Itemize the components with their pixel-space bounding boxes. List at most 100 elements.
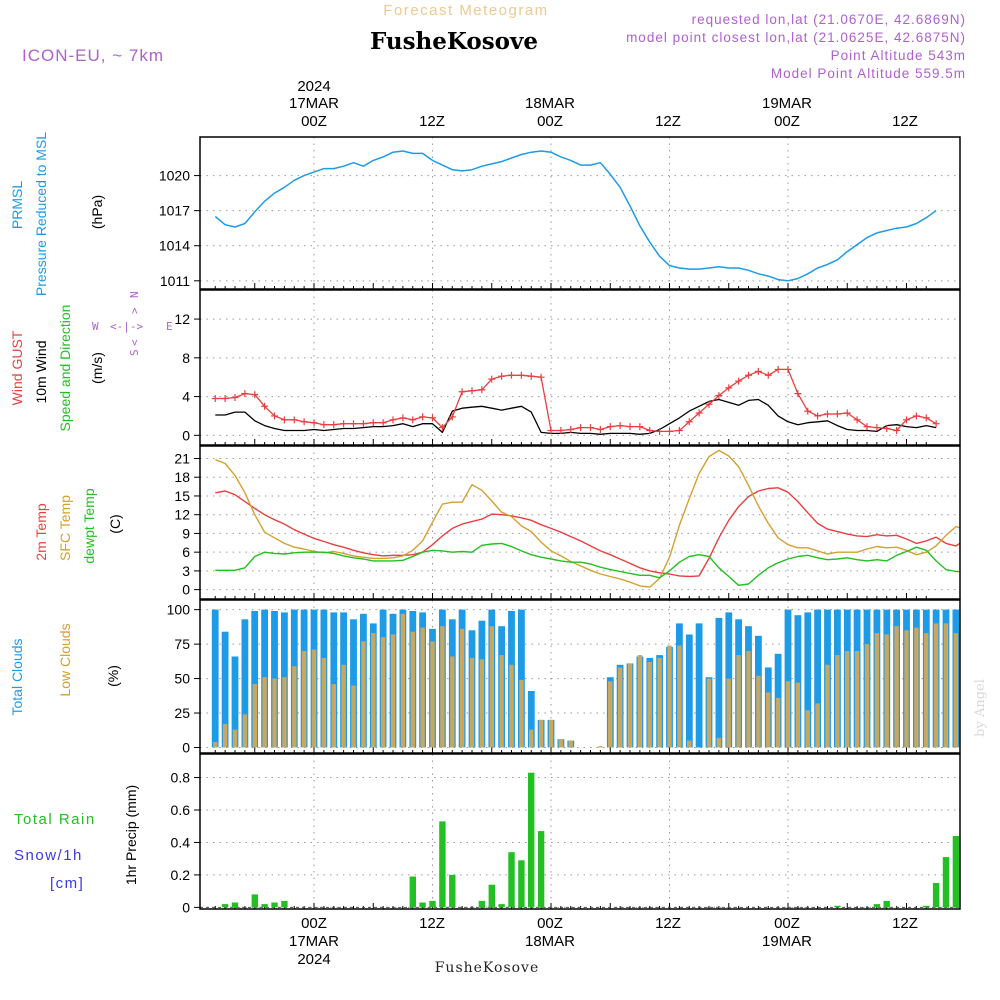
low-clouds-bar xyxy=(459,628,465,748)
low-clouds-bar xyxy=(311,649,317,748)
bottom-axis: 00Z 17MAR 2024 12Z 00Z 18MAR 12Z 00Z 19M… xyxy=(289,915,918,968)
low-clouds-bar xyxy=(331,684,336,748)
compass-west: W xyxy=(92,320,99,333)
low-clouds-bar xyxy=(262,677,267,748)
clouds-ytick-label: 0 xyxy=(182,739,190,755)
top-axis: 2024 17MAR 00Z 12Z 18MAR 00Z 12Z 19MAR 0… xyxy=(289,78,918,130)
temp-unit: (C) xyxy=(107,514,123,533)
gust-marker xyxy=(596,426,604,433)
low-clouds-bar xyxy=(894,626,899,748)
gust-marker xyxy=(389,416,397,424)
pressure-labels: PRMSL Pressure Reduced to MSL (hPa) xyxy=(9,132,105,296)
total-clouds-bar xyxy=(211,609,219,748)
low-clouds-bar xyxy=(617,667,623,748)
low-clouds-bar xyxy=(815,703,820,748)
pressure-label-msl: Pressure Reduced to MSL xyxy=(33,132,49,296)
model-name: ICON-EU, ~ 7km xyxy=(22,46,164,65)
gust-marker xyxy=(508,371,515,379)
gust-marker xyxy=(715,392,723,400)
gust-marker xyxy=(359,420,367,428)
bottom-axis-year: 2024 xyxy=(297,951,330,968)
low-clouds-bar xyxy=(469,657,475,748)
watermark: by Angel xyxy=(973,679,988,737)
gust-marker xyxy=(656,427,664,435)
gust-marker xyxy=(636,423,644,431)
low-clouds-bar xyxy=(292,666,297,748)
low-clouds-bar xyxy=(479,659,485,748)
rain-bar xyxy=(419,902,426,908)
rain-bar xyxy=(834,905,841,908)
footer-station: FusheKosove xyxy=(435,960,540,976)
total-clouds-bar xyxy=(695,623,703,748)
low-clouds-bar xyxy=(854,651,860,748)
pressure-ytick-label: 1020 xyxy=(159,168,190,184)
gust-marker xyxy=(606,423,614,431)
gust-marker xyxy=(587,424,594,432)
wind-ytick-label: 8 xyxy=(182,350,190,366)
low-clouds-bar xyxy=(232,729,238,748)
rain-bar xyxy=(449,874,456,908)
gust-marker xyxy=(833,410,841,418)
gust-marker xyxy=(409,416,417,424)
temperature-ytick-label: 3 xyxy=(182,563,190,579)
gust-marker xyxy=(646,426,654,434)
low-clouds-bar xyxy=(420,627,425,748)
total-clouds-bar xyxy=(784,609,792,748)
low-clouds-bar xyxy=(558,739,564,748)
low-clouds-bar xyxy=(509,664,514,748)
low-clouds-bar xyxy=(884,634,889,748)
low-clouds-bar xyxy=(706,678,712,748)
total-clouds-bar xyxy=(685,634,693,748)
precip-unit: 1hr Precip (mm) xyxy=(123,785,139,885)
wind-gust-label: Wind GUST xyxy=(9,330,25,405)
low-clouds-bar xyxy=(608,681,613,748)
point-altitude: Point Altitude 543m xyxy=(831,48,966,63)
gust-marker xyxy=(379,419,387,427)
clouds-ytick-label: 75 xyxy=(174,636,190,652)
total-clouds-bar xyxy=(241,619,249,748)
wind-unit: (m/s) xyxy=(89,352,105,384)
low-clouds-bar xyxy=(222,724,228,748)
gust-marker xyxy=(774,365,782,373)
gust-marker xyxy=(843,409,851,417)
low-clouds-label: Low Clouds xyxy=(57,623,73,696)
top-axis-time: 12Z xyxy=(419,113,445,130)
gust-marker xyxy=(685,418,693,426)
gust-marker xyxy=(369,419,377,427)
gust-marker xyxy=(903,416,910,424)
wind-panel: 0 4 8 12 xyxy=(174,290,960,445)
low-clouds-bar xyxy=(864,644,870,748)
rain-bar xyxy=(429,900,436,908)
low-clouds-bar xyxy=(529,729,534,748)
low-clouds-bar xyxy=(272,678,277,748)
low-clouds-bar xyxy=(568,740,573,748)
low-clouds-bar xyxy=(805,710,810,748)
wind-speed-dir-label: Speed and Direction xyxy=(57,305,73,432)
gust-marker xyxy=(300,418,308,426)
gust-marker xyxy=(478,386,486,394)
gust-marker xyxy=(883,425,891,433)
rain-bar xyxy=(498,904,505,908)
low-clouds-bar xyxy=(914,627,919,748)
top-axis-year: 2024 xyxy=(297,78,330,95)
low-clouds-bar xyxy=(351,685,356,748)
wind-10m-line xyxy=(215,398,937,435)
gust-marker xyxy=(419,413,427,421)
gust-marker xyxy=(241,390,249,398)
low-clouds-bar xyxy=(687,740,692,748)
low-clouds-bar xyxy=(341,664,346,748)
gust-marker xyxy=(537,373,545,381)
gust-marker xyxy=(804,407,812,415)
low-clouds-bar xyxy=(282,677,287,748)
rain-bar xyxy=(528,772,535,908)
gust-marker xyxy=(784,365,792,373)
temp-sfc-line xyxy=(215,449,961,588)
low-clouds-bar xyxy=(746,651,751,748)
rain-bar xyxy=(261,904,268,908)
bottom-axis-time: 12Z xyxy=(419,915,445,932)
low-clouds-bar xyxy=(924,633,929,748)
gust-marker xyxy=(231,394,239,402)
gust-marker xyxy=(517,371,525,379)
temp-2m-label: 2m Temp xyxy=(33,503,49,561)
bottom-axis-time: 12Z xyxy=(655,915,681,932)
